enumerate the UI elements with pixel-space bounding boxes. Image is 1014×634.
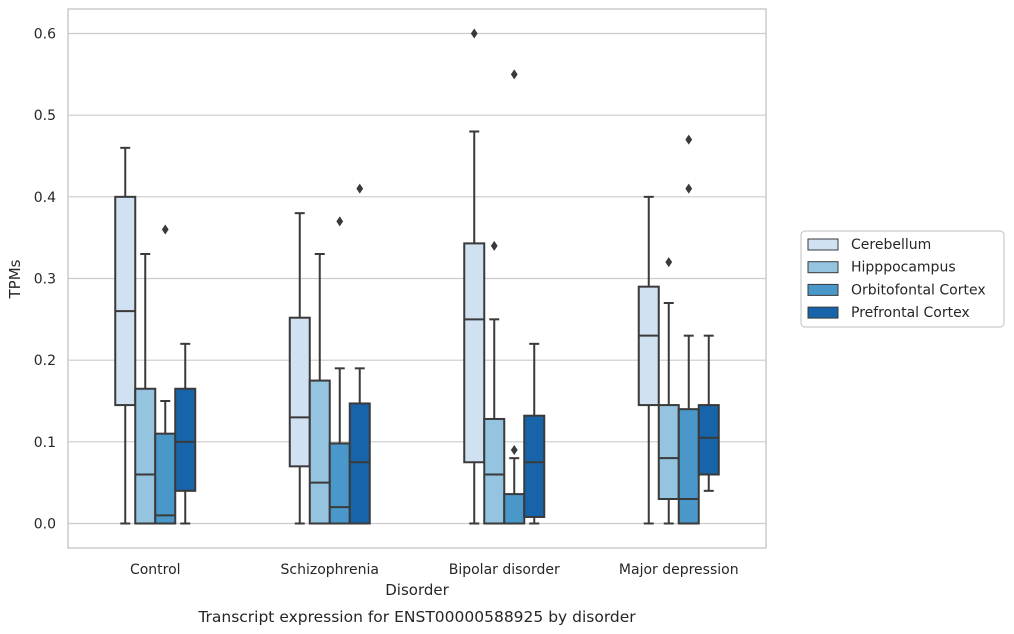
box-group [348, 183, 371, 525]
legend-item: Orbitofontal Cortex [807, 282, 986, 298]
x-tick-label: Control [130, 562, 181, 578]
outlier-point [685, 183, 693, 194]
box-group [154, 224, 177, 525]
legend-label: Prefrontal Cortex [851, 305, 970, 321]
y-tick-label: 0.6 [34, 27, 56, 43]
plot-area [114, 28, 720, 525]
box [523, 414, 546, 518]
x-tick-label: Schizophrenia [281, 562, 379, 578]
y-tick-label: 0.3 [34, 272, 56, 288]
outlier-point [490, 240, 498, 251]
box [483, 417, 506, 525]
legend-swatch [807, 238, 839, 251]
plot-frame [67, 8, 767, 549]
x-axis-ticks: Control Schizophrenia Bipolar disorder Majo… [130, 562, 739, 578]
legend-swatch [807, 306, 839, 319]
box-group [637, 195, 660, 525]
box [114, 195, 137, 407]
legend-swatch [807, 261, 839, 274]
box [697, 404, 720, 476]
box [463, 242, 486, 464]
legend-item: Cerebellum [807, 237, 931, 253]
box [134, 387, 157, 525]
legend-label: Orbitofontal Cortex [851, 282, 986, 298]
legend-item: Hipppocampus [807, 260, 956, 276]
box-group [697, 334, 720, 492]
legend-swatch [807, 283, 839, 296]
box [348, 402, 371, 525]
box [677, 408, 700, 525]
box-group [328, 216, 351, 525]
outlier-point [510, 445, 518, 455]
y-tick-label: 0.0 [34, 517, 56, 533]
legend-box [800, 230, 1005, 328]
y-axis-ticks: 0.0 0.1 0.2 0.3 0.4 0.5 0.6 [34, 27, 56, 533]
box [637, 285, 660, 407]
box [308, 379, 331, 525]
box-group [114, 146, 137, 525]
outlier-point [665, 257, 673, 268]
outlier-point [356, 183, 364, 194]
box-group [523, 342, 546, 525]
outlier-point [470, 28, 478, 39]
x-tick-label: Major depression [619, 562, 739, 578]
box [174, 387, 197, 492]
y-tick-label: 0.4 [34, 190, 56, 206]
box-group [463, 28, 486, 525]
box [657, 404, 680, 501]
y-tick-label: 0.5 [34, 108, 56, 124]
legend-label: Cerebellum [851, 237, 931, 253]
box-group [174, 342, 197, 525]
outlier-point [510, 69, 518, 80]
x-axis-label: Disorder [385, 581, 449, 599]
x-tick-label: Bipolar disorder [449, 562, 560, 578]
box [503, 493, 526, 525]
box-group [503, 69, 526, 525]
box [328, 442, 351, 525]
outlier-point [336, 216, 344, 227]
legend-item: Prefrontal Cortex [807, 305, 970, 321]
box-group [483, 240, 506, 525]
box [154, 432, 177, 525]
box-group [677, 134, 700, 525]
box-group [288, 212, 311, 525]
y-axis-label: TPMs [6, 259, 24, 299]
box [288, 316, 311, 468]
outlier-point [161, 224, 169, 235]
box-group [308, 253, 331, 525]
y-tick-label: 0.2 [34, 353, 56, 369]
box-group [657, 257, 680, 525]
box-group [134, 253, 157, 525]
y-tick-label: 0.1 [34, 435, 56, 451]
chart-caption: Transcript expression for ENST0000058892… [197, 608, 636, 626]
legend: Cerebellum Hipppocampus Orbitofontal Corte… [800, 230, 1005, 328]
outlier-point [685, 134, 693, 145]
legend-label: Hipppocampus [851, 260, 956, 276]
